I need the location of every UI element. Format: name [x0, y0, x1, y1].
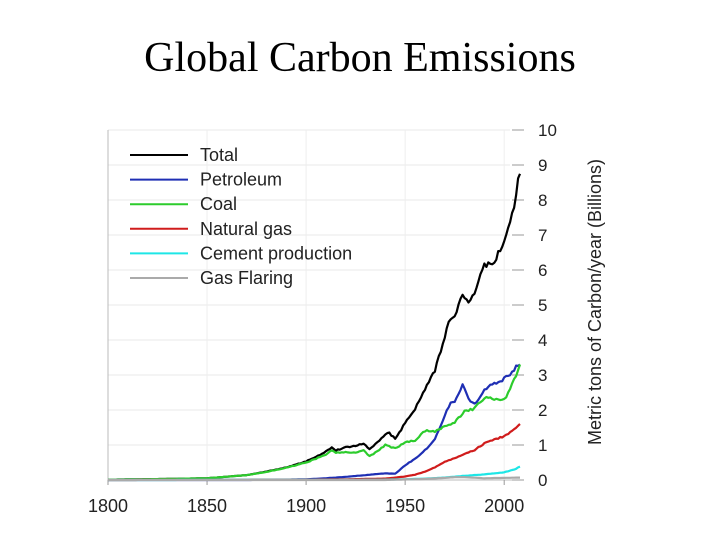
- y-tick-label: 10: [538, 121, 557, 140]
- series-line-natural-gas: [108, 423, 521, 482]
- series-line-total: [108, 173, 522, 481]
- y-tick-label: 5: [538, 296, 547, 315]
- legend-label: Petroleum: [200, 170, 282, 190]
- x-tick-label: 1900: [286, 496, 326, 516]
- x-tick-label: 1950: [385, 496, 425, 516]
- series-line-petroleum: [108, 363, 521, 482]
- series-line-coal: [108, 364, 522, 481]
- y-tick-label: 6: [538, 261, 547, 280]
- x-tick-label: 1850: [187, 496, 227, 516]
- x-tick-label: 2000: [484, 496, 524, 516]
- legend-label: Gas Flaring: [200, 268, 293, 288]
- slide-title: Global Carbon Emissions: [144, 35, 576, 81]
- y-tick-label: 3: [538, 366, 547, 385]
- y-tick-label: 8: [538, 191, 547, 210]
- y-tick-label: 2: [538, 401, 547, 420]
- series-line-gas-flaring: [108, 476, 520, 482]
- legend-label: Coal: [200, 194, 237, 214]
- y-tick-label: 7: [538, 226, 547, 245]
- legend-label: Natural gas: [200, 219, 292, 239]
- y-axis-label: Metric tons of Carbon/year (Billions): [585, 159, 605, 445]
- y-tick-label: 4: [538, 331, 547, 350]
- legend-label: Total: [200, 145, 238, 165]
- x-tick-label: 1800: [88, 496, 128, 516]
- y-tick-label: 1: [538, 436, 547, 455]
- y-tick-label: 9: [538, 156, 547, 175]
- legend-label: Cement production: [200, 243, 352, 263]
- y-tick-label: 0: [538, 471, 547, 490]
